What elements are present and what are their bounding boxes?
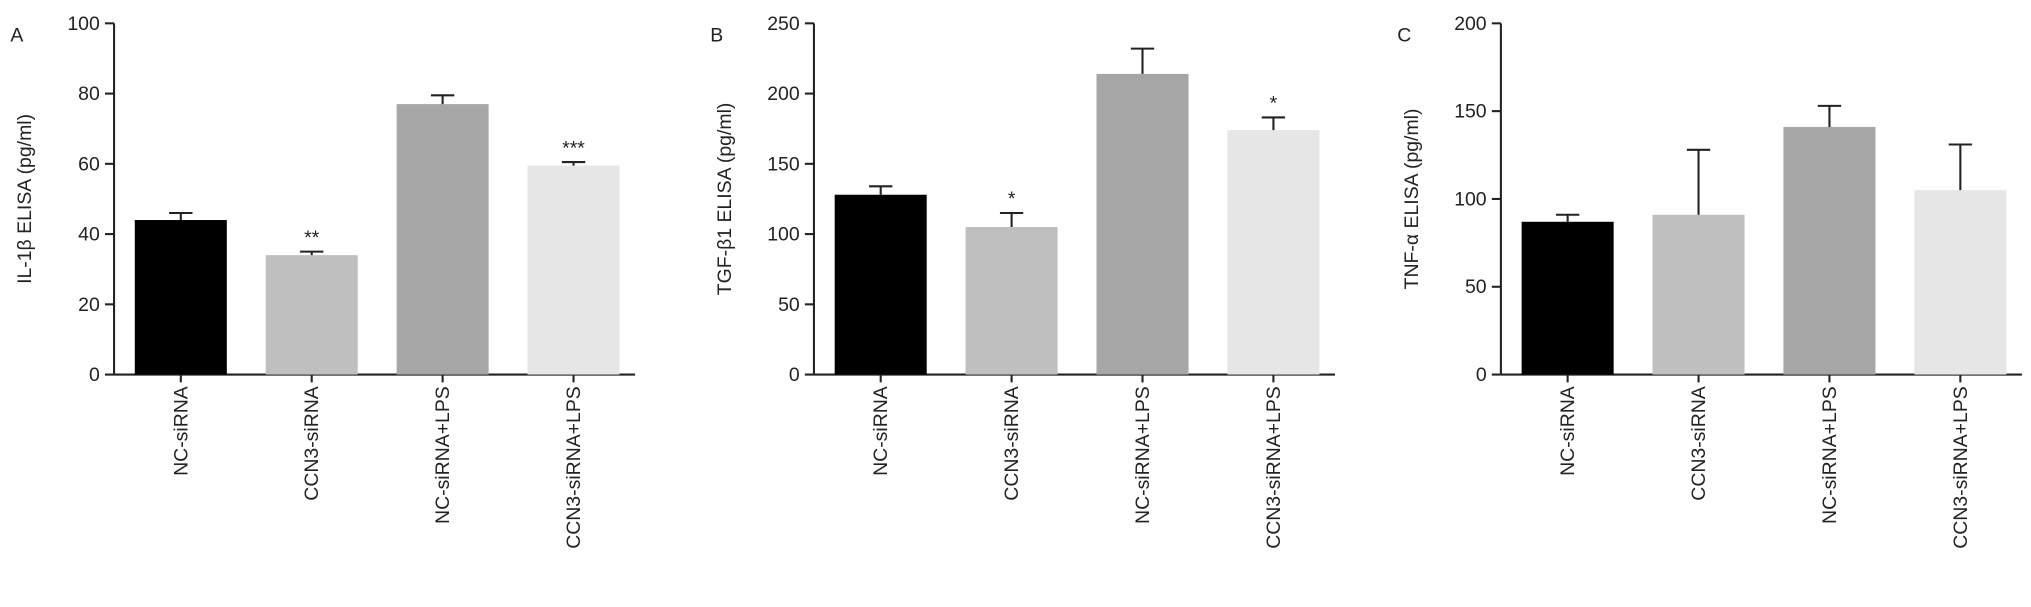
y-tick-label: 40 (78, 224, 100, 246)
y-tick-label: 150 (1454, 101, 1487, 123)
bar (965, 227, 1058, 375)
error-bar (300, 250, 324, 256)
y-tick-label: 50 (778, 294, 800, 316)
y-tick-label: 200 (767, 83, 800, 105)
x-tick-label: CCN3-siRNA+LPS (1263, 386, 1285, 549)
figure-body: A IL-1β ELISA (pg/ml) 0 20 40 60 80 100 NC-siRNA… (10, 13, 2022, 549)
y-tick-label: 0 (1476, 364, 1487, 386)
significance-label: * (1270, 93, 1278, 115)
y-tick-label: 0 (89, 364, 100, 386)
error-bar (869, 185, 893, 195)
significance-label: ** (304, 227, 320, 249)
x-tick-label: CCN3-siRNA+LPS (563, 386, 585, 549)
panel-label: B (710, 24, 723, 46)
bar (1783, 126, 1876, 375)
x-tick-label: NC-siRNA+LPS (1132, 386, 1154, 524)
error-bar (1261, 116, 1286, 131)
error-bar (1817, 104, 1842, 127)
y-tick-label: 150 (767, 153, 800, 175)
y-tick-label: 50 (1465, 276, 1487, 298)
bar (1914, 190, 2007, 375)
significance-label: *** (562, 137, 585, 159)
error-bar (1948, 143, 1973, 191)
bar (134, 220, 227, 375)
y-tick-label: 20 (78, 294, 100, 316)
x-tick-label: NC-siRNA (170, 386, 192, 476)
error-bar (1555, 213, 1580, 222)
x-tick-label: NC-siRNA+LPS (432, 386, 454, 524)
error-bar (999, 211, 1024, 228)
bar (396, 104, 489, 375)
panel-label: A (10, 24, 23, 46)
y-tick-label: 60 (78, 153, 100, 175)
y-tick-label: 100 (1454, 188, 1487, 210)
error-bar (169, 211, 193, 221)
bar (1521, 221, 1614, 375)
x-tick-label: NC-siRNA (870, 386, 892, 476)
bar (1096, 73, 1189, 375)
x-tick-label: CCN3-siRNA (1688, 386, 1710, 501)
error-bar (561, 161, 586, 166)
bar (265, 255, 358, 375)
y-axis-label: IL-1β ELISA (pg/ml) (14, 114, 36, 284)
y-axis-label: TNF-α ELISA (pg/ml) (1401, 109, 1423, 290)
bar (1227, 130, 1320, 375)
y-tick-label: 200 (1454, 13, 1487, 35)
y-tick-label: 100 (67, 13, 100, 35)
x-tick-label: NC-siRNA+LPS (1819, 386, 1841, 524)
error-bar (430, 94, 455, 105)
x-tick-label: NC-siRNA (1557, 386, 1579, 476)
y-tick-label: 0 (789, 364, 800, 386)
x-tick-label: CCN3-siRNA+LPS (1950, 386, 1972, 549)
y-axis-label: TGF-β1 ELISA (pg/ml) (714, 103, 736, 296)
error-bar (1686, 148, 1711, 215)
x-tick-label: CCN3-siRNA (301, 386, 323, 501)
y-tick-label: 100 (767, 224, 800, 246)
bar (834, 194, 927, 375)
significance-label: * (1008, 188, 1016, 210)
error-bar (1130, 47, 1155, 74)
x-tick-label: CCN3-siRNA (1001, 386, 1023, 501)
bar (1652, 214, 1745, 375)
y-tick-label: 80 (78, 83, 100, 105)
y-tick-label: 250 (767, 13, 800, 35)
bar (527, 165, 620, 375)
panel-label: C (1397, 24, 1411, 46)
